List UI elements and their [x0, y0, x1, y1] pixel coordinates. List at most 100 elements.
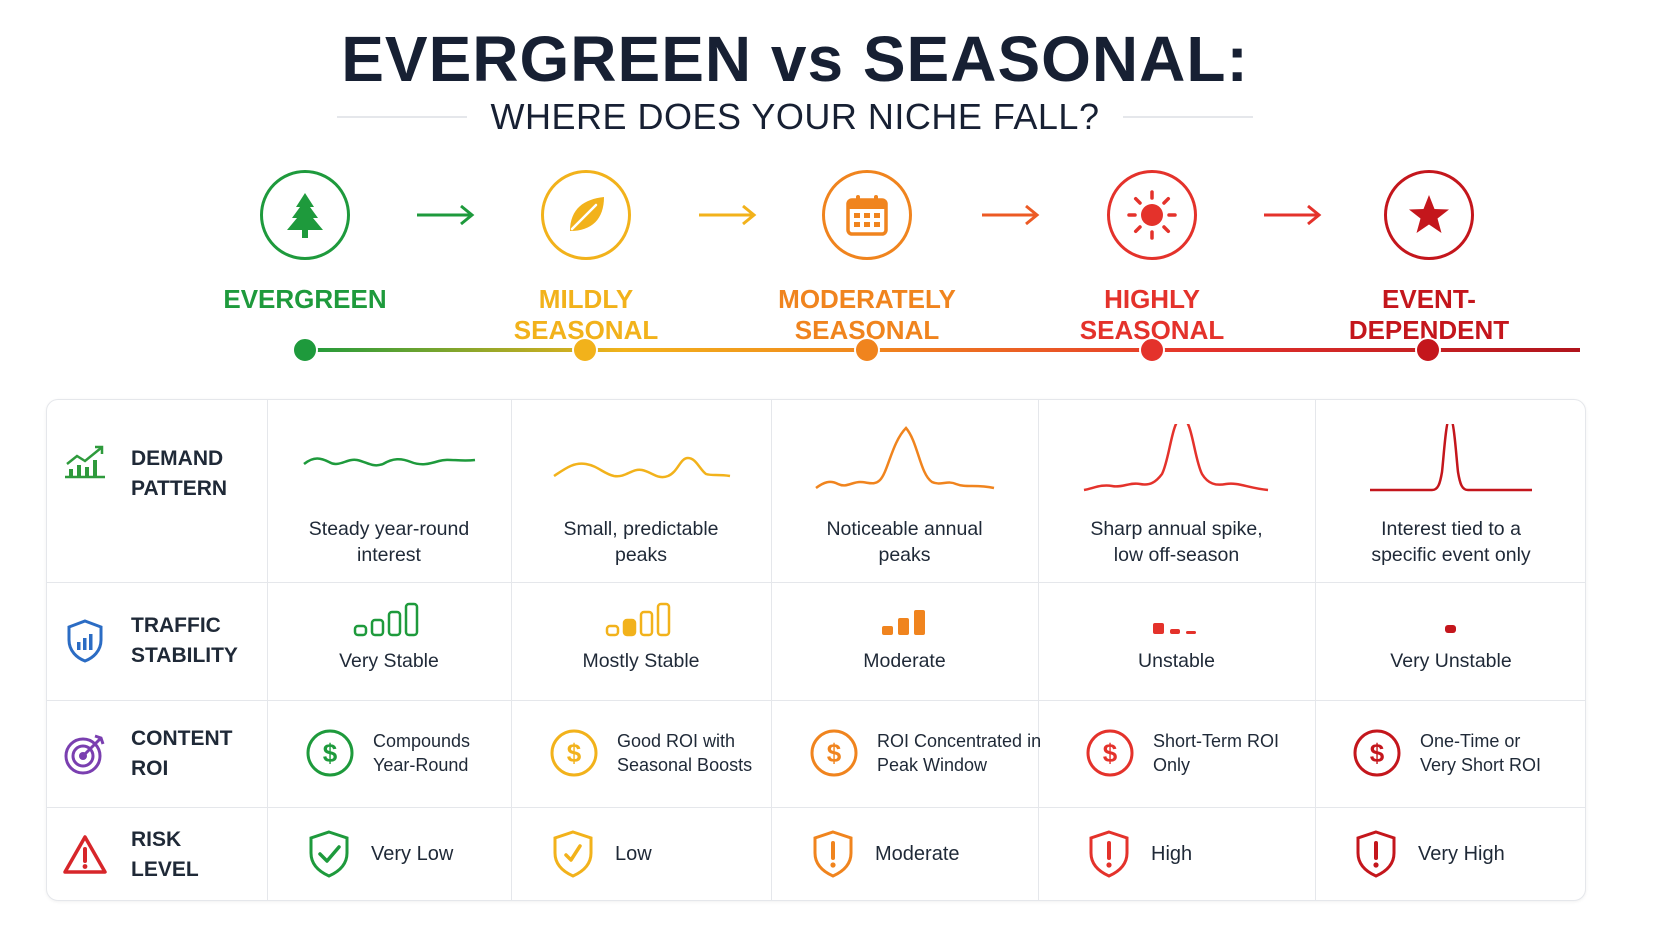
- page-subtitle: WHERE DOES YOUR NICHE FALL?: [490, 96, 1100, 137]
- roi-text-line2: Year-Round: [373, 755, 469, 775]
- row-label-line2: STABILITY: [131, 644, 238, 667]
- risk-cell-moderate: Moderate: [811, 829, 960, 879]
- demand-curve: [1083, 424, 1268, 492]
- tree-icon: [260, 170, 350, 260]
- subtitle-row: WHERE DOES YOUR NICHE FALL?: [0, 96, 1590, 138]
- row-label-line2: PATTERN: [131, 477, 228, 500]
- arrow-right-icon: [1264, 204, 1322, 226]
- leaf-icon: [541, 170, 631, 260]
- signal-bars-icon: [353, 602, 419, 637]
- row-label-line1: CONTENT: [131, 726, 233, 750]
- row-label-line2: LEVEL: [131, 857, 199, 881]
- row-label-line1: RISK: [131, 827, 182, 851]
- demand-cell-mild: Small, predictable peaks: [511, 424, 771, 568]
- traffic-cell-moderate: Moderate: [771, 598, 1038, 674]
- traffic-cell-high: Unstable: [1038, 598, 1315, 674]
- traffic-cell-event: Very Unstable: [1315, 598, 1587, 674]
- stage-event-dependent: EVENT- DEPENDENT: [1304, 170, 1554, 346]
- trend-chart-icon: [61, 444, 109, 480]
- shield-alert-icon: [1089, 830, 1129, 878]
- demand-text-line2: interest: [357, 544, 421, 566]
- svg-text:$: $: [1103, 738, 1118, 768]
- signal-bars-icon: [1152, 623, 1196, 634]
- roi-text-line1: One-Time or: [1420, 731, 1521, 751]
- shield-alert-icon: [1356, 830, 1396, 878]
- traffic-label: Moderate: [863, 650, 946, 672]
- demand-curve: [553, 456, 731, 479]
- sun-icon: [1107, 170, 1197, 260]
- demand-text-line1: Noticeable annual: [826, 518, 983, 540]
- demand-text-line2: peaks: [878, 544, 931, 566]
- demand-text-line2: peaks: [614, 544, 668, 566]
- svg-text:$: $: [827, 738, 842, 768]
- row-label-line2: ROI: [131, 756, 169, 780]
- risk-cell-event: Very High: [1354, 829, 1505, 879]
- shield-check-icon: [553, 830, 593, 878]
- dollar-icon: $: [306, 729, 354, 777]
- dollar-icon: $: [1086, 729, 1134, 777]
- demand-cell-evergreen: Steady year-round interest: [267, 424, 511, 568]
- roi-text-line2: Seasonal Boosts: [617, 755, 753, 775]
- dollar-icon: $: [550, 729, 598, 777]
- stage-label-line1: HIGHLY: [1104, 284, 1200, 314]
- timeline-dot: [1139, 337, 1165, 363]
- traffic-label: Mostly Stable: [582, 650, 700, 672]
- demand-text-line2: specific event only: [1371, 544, 1531, 566]
- calendar-icon: [822, 170, 912, 260]
- warning-icon: [61, 834, 109, 876]
- demand-text-line1: Small, predictable: [563, 518, 719, 540]
- svg-text:$: $: [323, 738, 338, 768]
- row-header-risk: RISK LEVEL: [47, 807, 267, 902]
- roi-text-line1: Compounds: [373, 731, 471, 751]
- roi-text-line1: Short-Term ROI: [1153, 731, 1280, 751]
- demand-text-line1: Interest tied to a: [1381, 518, 1521, 540]
- risk-cell-mild: Low: [551, 829, 652, 879]
- stage-label-line1: EVERGREEN: [223, 284, 387, 314]
- arrow-right-icon: [699, 204, 757, 226]
- subtitle-divider-left: [336, 116, 467, 118]
- risk-cell-high: High: [1087, 829, 1192, 879]
- roi-text-line2: Only: [1153, 755, 1191, 775]
- timeline-dot: [572, 337, 598, 363]
- shield-alert-icon: [813, 830, 853, 878]
- demand-curve: [814, 426, 994, 490]
- row-label-line1: TRAFFIC: [131, 614, 221, 637]
- row-header-traffic: TRAFFIC STABILITY: [47, 582, 267, 700]
- svg-text:$: $: [567, 738, 582, 768]
- risk-label: Low: [615, 842, 652, 865]
- timeline-dot: [854, 337, 880, 363]
- roi-cell-high: $ Short-Term ROI Only: [1085, 728, 1279, 778]
- page-title: EVERGREEN vs SEASONAL:: [341, 23, 1249, 95]
- traffic-label: Unstable: [1138, 650, 1215, 672]
- roi-cell-mild: $ Good ROI with Seasonal Boosts: [549, 728, 752, 778]
- risk-label: Very High: [1418, 842, 1505, 865]
- svg-text:$: $: [1370, 738, 1385, 768]
- dollar-icon: $: [810, 729, 858, 777]
- risk-cell-evergreen: Very Low: [307, 829, 453, 879]
- traffic-label: Very Unstable: [1390, 650, 1512, 672]
- timeline-dot: [1415, 337, 1441, 363]
- roi-text-line1: Good ROI with: [617, 731, 736, 751]
- traffic-label: Very Stable: [339, 650, 439, 672]
- shield-chart-icon: [61, 618, 109, 664]
- demand-text-line1: Sharp annual spike,: [1090, 518, 1263, 540]
- demand-text-line1: Steady year-round: [308, 518, 470, 540]
- demand-cell-high: Sharp annual spike, low off-season: [1038, 424, 1315, 568]
- timeline-dot: [292, 337, 318, 363]
- demand-curve: [1370, 424, 1532, 492]
- demand-cell-moderate: Noticeable annual peaks: [771, 424, 1038, 568]
- risk-label: High: [1151, 842, 1193, 865]
- signal-bars-icon: [605, 602, 671, 637]
- row-label-line1: DEMAND: [131, 447, 224, 470]
- roi-cell-event: $ One-Time or Very Short ROI: [1352, 728, 1541, 778]
- traffic-cell-mild: Mostly Stable: [511, 598, 771, 674]
- risk-label: Moderate: [875, 842, 960, 865]
- demand-curve: [303, 457, 476, 467]
- roi-cell-evergreen: $ Compounds Year-Round: [305, 728, 470, 778]
- stage-label-line1: MILDLY: [538, 284, 634, 314]
- traffic-cell-evergreen: Very Stable: [267, 598, 511, 674]
- roi-text-line1: ROI Concentrated in: [877, 731, 1042, 751]
- demand-cell-event: Interest tied to a specific event only: [1315, 424, 1587, 568]
- dollar-icon: $: [1353, 729, 1401, 777]
- subtitle-divider-right: [1123, 116, 1254, 118]
